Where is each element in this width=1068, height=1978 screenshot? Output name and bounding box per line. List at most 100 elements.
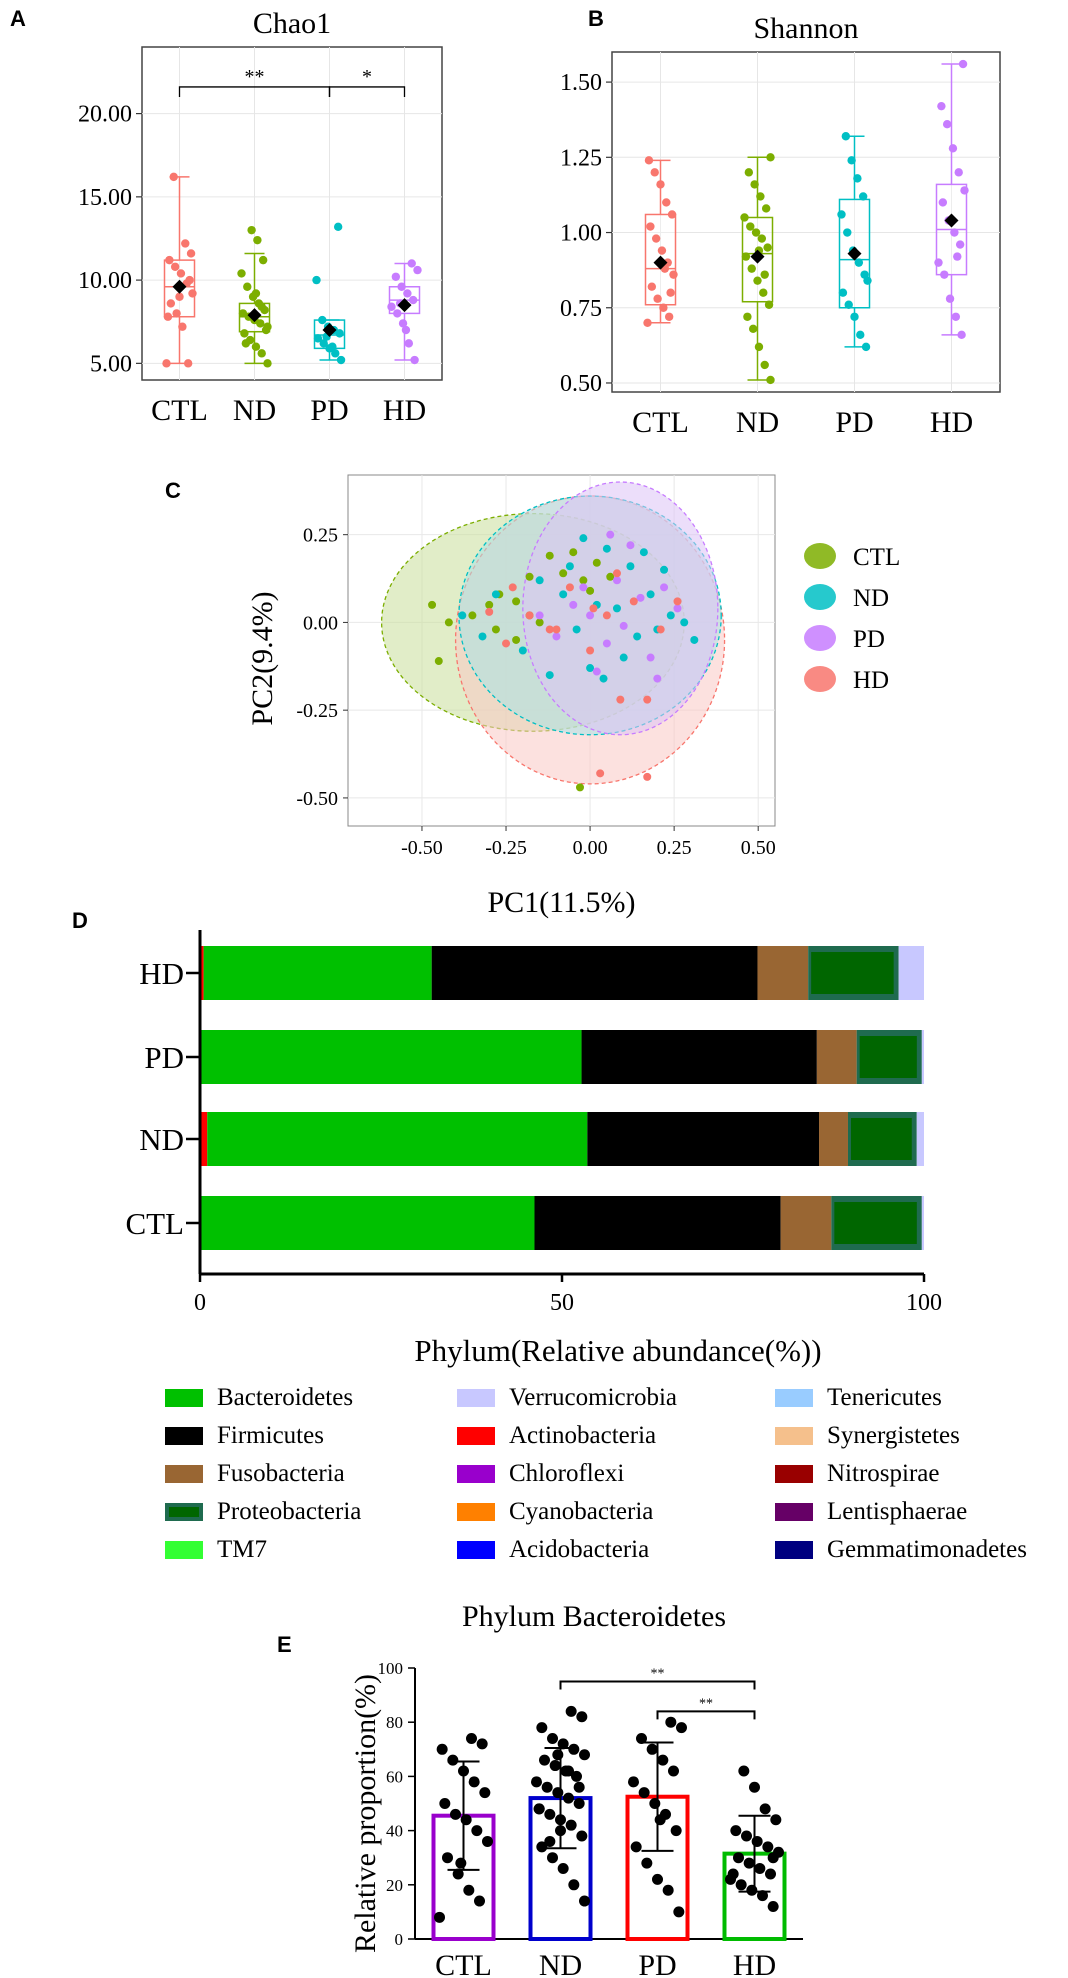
bact-point: [552, 1749, 564, 1761]
shannon-mean-diamond: [653, 255, 668, 270]
bact-point: [738, 1765, 750, 1777]
phylum-bar-hd-bacteroidetes: [203, 946, 432, 1000]
chao1-ytick-label: 10.00: [78, 268, 132, 294]
bact-point: [759, 1803, 771, 1815]
bact-significance-label: **: [651, 1667, 665, 1682]
bact-point: [743, 1857, 755, 1869]
pcoa-point-pd: [569, 600, 578, 609]
shannon-point: [747, 264, 756, 273]
bact-point: [749, 1781, 760, 1793]
chao1-point: [401, 325, 411, 335]
pcoa-point-pd: [619, 621, 628, 630]
pcoa-xtick-label: -0.50: [401, 837, 443, 859]
chao1-significance-label: **: [245, 66, 265, 88]
bact-point: [463, 1884, 475, 1896]
shannon-point: [863, 276, 872, 285]
shannon-xtick-label: CTL: [632, 406, 689, 439]
bact-point: [536, 1722, 548, 1734]
phylum-bar-nd-fusobacteria: [819, 1112, 848, 1166]
bact-point: [767, 1852, 779, 1864]
bact-point: [662, 1884, 674, 1896]
phylum-legend-item: Verrucomicrobia: [457, 1384, 677, 1412]
phylum-bar-ctl-firmicutes: [534, 1196, 781, 1250]
phylum-legend-label: Bacteroidetes: [217, 1384, 354, 1411]
chao1-mean-diamond: [172, 279, 187, 294]
chao1-point: [398, 319, 408, 328]
bact-point: [652, 1873, 663, 1885]
phylum-legend-swatch: [457, 1503, 495, 1521]
shannon-point: [650, 168, 659, 177]
phylum-legend-label: Lentisphaerae: [827, 1498, 968, 1525]
shannon-point: [960, 186, 969, 195]
shannon-point: [647, 282, 657, 291]
shannon-point: [957, 330, 966, 340]
bact-point: [576, 1830, 588, 1842]
chao1-point: [410, 355, 419, 365]
pcoa-point-nd: [690, 635, 699, 644]
chao1-point: [319, 339, 328, 348]
chao1-point: [185, 275, 194, 285]
shannon-point: [951, 312, 961, 321]
pcoa-point-nd: [518, 646, 527, 655]
bact-point: [727, 1868, 739, 1880]
chao1-point: [243, 282, 252, 291]
phylum-legend-label: Chloroflexi: [509, 1460, 625, 1487]
phylum-legend-label: TM7: [217, 1536, 267, 1563]
pcoa-ytick-label: 0.25: [303, 525, 338, 547]
chao1-mean-diamond: [397, 298, 412, 313]
chao1-title: Chao1: [253, 7, 331, 40]
bact-ylabel: Relative proportion(%): [349, 1674, 382, 1953]
chao1-point: [251, 342, 261, 351]
bact-point: [557, 1863, 569, 1875]
phylum-legend-swatch: [775, 1427, 813, 1445]
pcoa-point-nd: [680, 618, 689, 627]
phylum-legend-item: Cyanobacteria: [457, 1498, 653, 1526]
phylum-legend-swatch: [457, 1427, 495, 1445]
bact-ytick-label: 0: [395, 1930, 404, 1949]
bact-point: [668, 1765, 679, 1777]
chao1-point: [333, 222, 343, 232]
chao1-point: [312, 275, 321, 285]
shannon-mean-diamond: [944, 213, 959, 228]
pcoa-point-ctl: [545, 551, 554, 560]
chao1-xtick-label: PD: [310, 394, 348, 427]
shannon-point: [760, 360, 769, 370]
chao1-point: [407, 259, 416, 268]
bact-point: [544, 1835, 556, 1847]
pcoa-point-ctl: [428, 600, 437, 609]
bact-point: [573, 1798, 585, 1809]
bact-xtick-label: PD: [638, 1949, 676, 1978]
pcoa-point-ctl: [485, 600, 494, 609]
phylum-xlabel: Phylum(Relative abundance(%)): [414, 1333, 821, 1368]
pcoa-point-pd: [612, 576, 621, 585]
bact-point: [452, 1868, 464, 1880]
bact-point: [754, 1863, 766, 1875]
bact-point: [482, 1835, 493, 1847]
shannon-point: [945, 294, 955, 303]
phylum-bar-pd-proteobacteria-inner: [859, 1036, 917, 1078]
shannon-point: [854, 258, 864, 267]
bact-point: [557, 1738, 569, 1750]
shannon-point: [940, 270, 949, 279]
bact-point: [547, 1732, 558, 1744]
pcoa-point-ctl: [586, 586, 595, 595]
bact-point: [673, 1906, 685, 1918]
phylum-ytick-label: HD: [139, 956, 184, 991]
pcoa-xtick-label: 0.00: [573, 837, 608, 859]
shannon-mean-diamond: [847, 246, 862, 261]
shannon-point: [657, 246, 667, 255]
chao1-xtick-label: CTL: [151, 394, 208, 427]
chao1-point: [336, 355, 346, 365]
phylum-ytick-label: PD: [144, 1040, 184, 1075]
phylum-ytick-label: ND: [139, 1122, 184, 1157]
shannon-xtick-label: PD: [835, 406, 873, 439]
bact-point: [565, 1819, 577, 1831]
pcoa-legend-swatch-ctl: [804, 543, 836, 569]
pcoa-point-ctl: [512, 597, 521, 606]
bact-point: [434, 1911, 445, 1923]
chao1-point: [331, 349, 340, 358]
pcoa-point-nd: [572, 625, 581, 634]
chao1-point: [162, 359, 171, 368]
bact-point: [657, 1754, 669, 1766]
phylum-legend-item: Tenericutes: [775, 1384, 942, 1412]
